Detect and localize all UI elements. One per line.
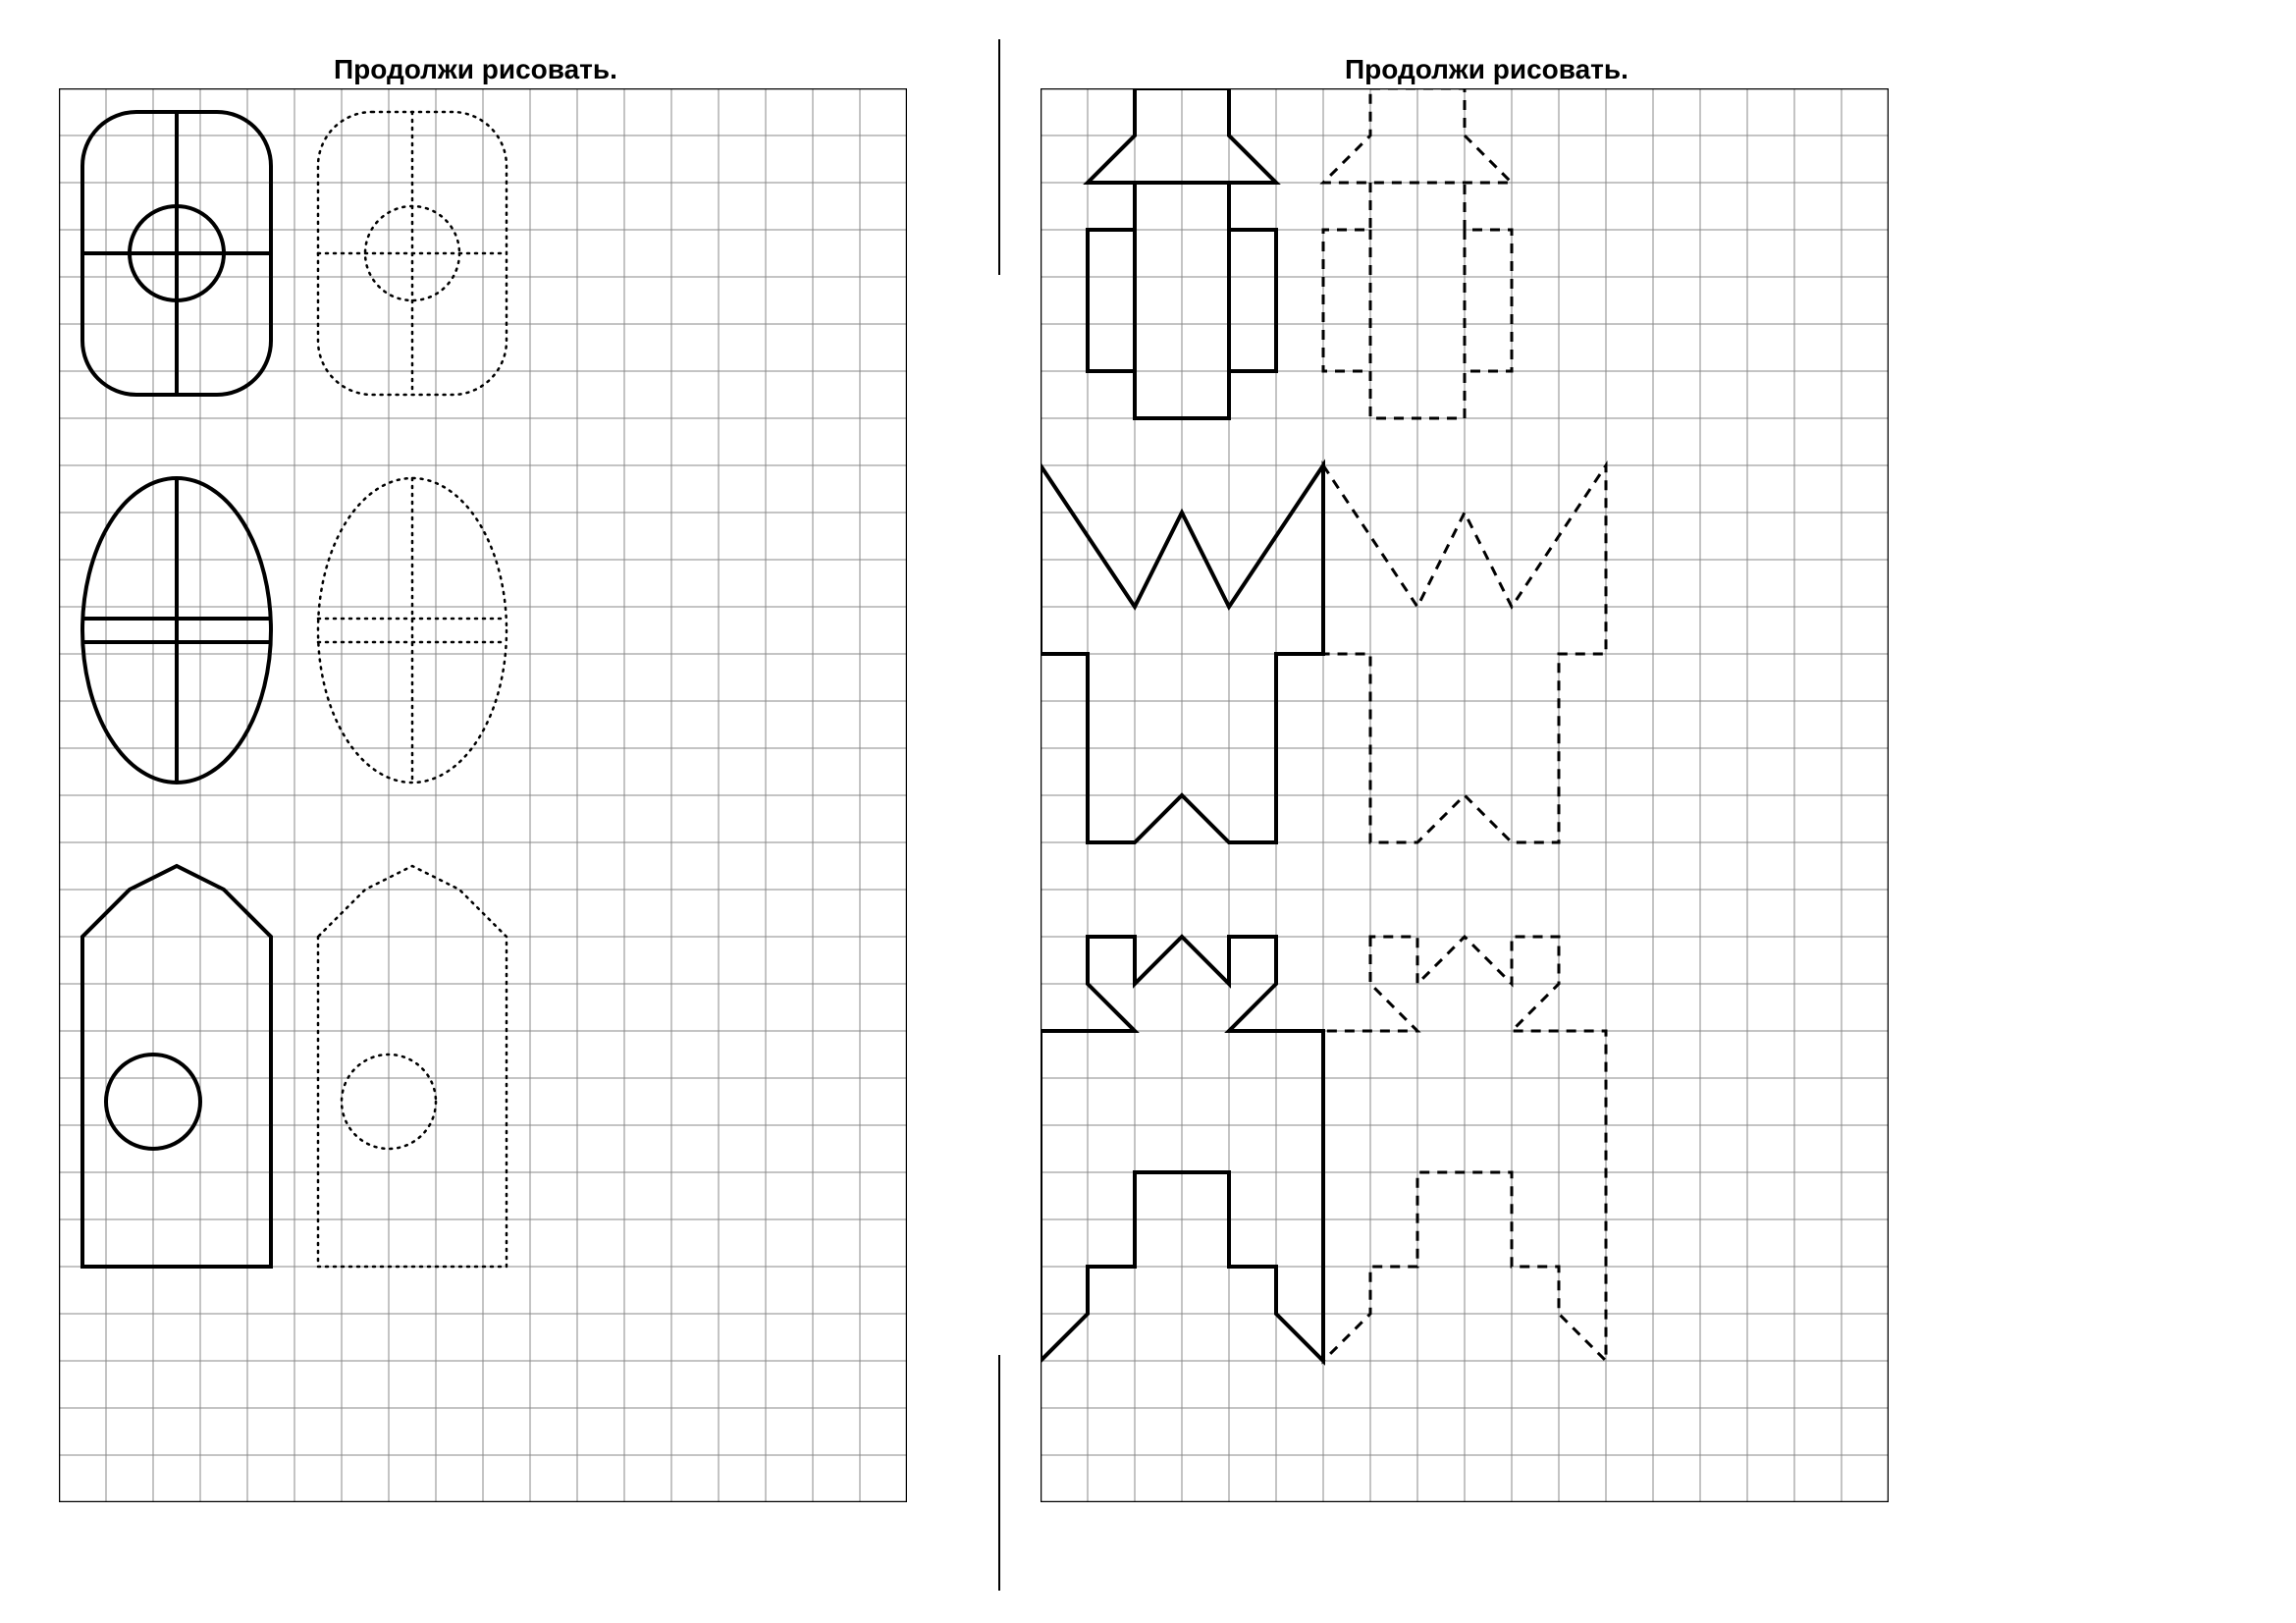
right-page xyxy=(1041,88,1889,1502)
right-title: Продолжи рисовать. xyxy=(1345,54,1629,85)
right-grid-svg xyxy=(1041,88,1889,1502)
